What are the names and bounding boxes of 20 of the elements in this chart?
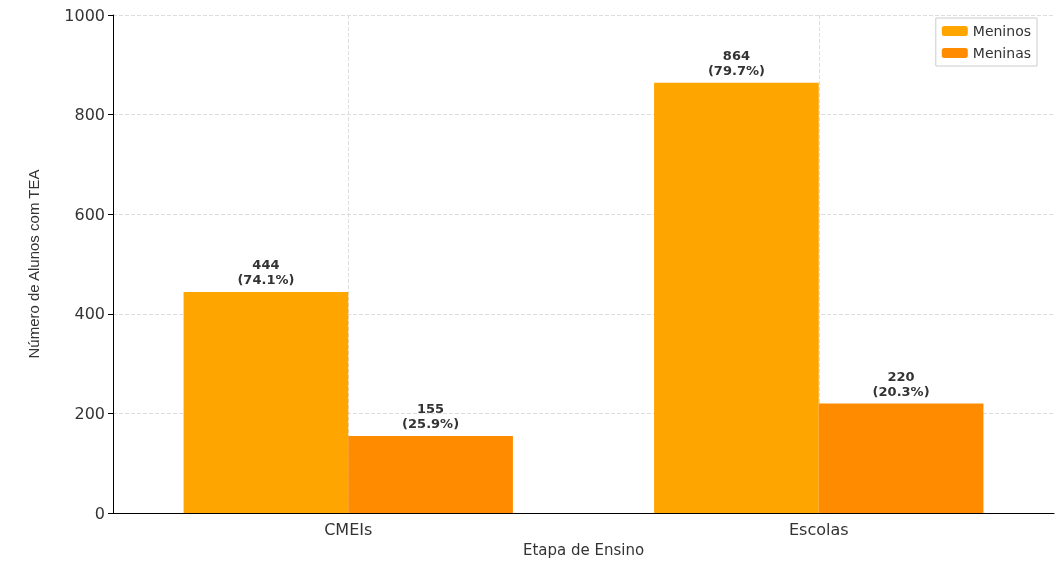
bar xyxy=(348,435,513,514)
y-tick-label: 200 xyxy=(74,403,105,423)
data-label: 220 (20.3%) xyxy=(872,368,930,399)
y-tick-label: 0 xyxy=(94,503,105,523)
y-tick-label: 400 xyxy=(74,304,105,324)
bar xyxy=(818,403,984,514)
y-axis-title: Número de Alunos com TEA xyxy=(25,169,42,359)
x-tick-label: CMEIs xyxy=(324,519,373,539)
y-tick-label: 600 xyxy=(74,204,105,224)
y-tick-label: 1000 xyxy=(64,5,105,25)
y-tick-label: 800 xyxy=(74,105,105,125)
bar xyxy=(183,291,349,514)
legend-label: Meninas xyxy=(972,45,1031,61)
x-axis-title: Etapa de Ensino xyxy=(522,540,645,559)
x-tick-label: Escolas xyxy=(788,519,849,539)
data-label: 155 (25.9%) xyxy=(402,400,460,431)
bar xyxy=(654,82,819,514)
data-label: 864 (79.7%) xyxy=(707,47,765,78)
data-label: 444 (74.1%) xyxy=(237,256,295,287)
legend-label: Meninos xyxy=(972,23,1031,39)
